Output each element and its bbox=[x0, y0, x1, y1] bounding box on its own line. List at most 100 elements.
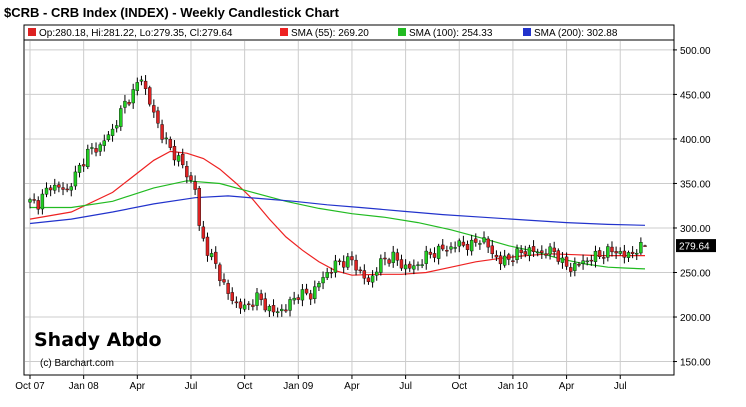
candle-body bbox=[81, 164, 86, 167]
candle-body bbox=[201, 226, 206, 239]
candle-body bbox=[230, 292, 234, 301]
candle-body bbox=[275, 311, 280, 314]
x-tick-label: Apr bbox=[130, 381, 146, 392]
candle-body bbox=[494, 254, 499, 258]
candle-body bbox=[573, 263, 577, 271]
x-tick-label: Jul bbox=[399, 381, 412, 392]
candle-body bbox=[189, 175, 193, 181]
candle-body bbox=[86, 148, 90, 168]
candle-body bbox=[77, 164, 82, 173]
candle-body bbox=[57, 184, 61, 188]
candle-body bbox=[238, 301, 243, 309]
candle-body bbox=[569, 267, 573, 272]
candle-body bbox=[465, 243, 470, 250]
candle-body bbox=[304, 288, 309, 294]
chart-title: $CRB - CRB Index (INDEX) - Weekly Candle… bbox=[4, 5, 339, 20]
candle-body bbox=[420, 264, 424, 266]
candle-body bbox=[65, 188, 69, 191]
candle-body bbox=[284, 309, 288, 312]
candle-body bbox=[507, 254, 511, 260]
y-tick-label: 200.00 bbox=[680, 313, 711, 324]
candle-body bbox=[48, 187, 53, 191]
candle-body bbox=[135, 82, 140, 91]
candle-body bbox=[469, 239, 474, 252]
y-tick-label: 150.00 bbox=[680, 358, 711, 369]
x-tick-label: Oct 07 bbox=[15, 381, 45, 392]
y-tick-label: 250.00 bbox=[680, 268, 711, 279]
author-watermark: Shady Abdo bbox=[34, 329, 162, 351]
candle-body bbox=[317, 283, 321, 288]
candle-body bbox=[28, 199, 32, 203]
candle-body bbox=[482, 237, 486, 243]
candle-body bbox=[259, 293, 263, 300]
candle-body bbox=[441, 244, 445, 250]
legend-ohlc: Op:280.18, Hi:281.22, Lo:279.35, Cl:279.… bbox=[39, 28, 233, 39]
candle-body bbox=[358, 269, 362, 272]
sma-lines bbox=[29, 150, 646, 276]
candle-body bbox=[255, 292, 259, 306]
legend-sma55: SMA (55): 269.20 bbox=[291, 28, 369, 39]
candle-body bbox=[511, 260, 515, 262]
last-value-background bbox=[676, 239, 716, 253]
candle-body bbox=[102, 140, 106, 146]
plot-frame bbox=[23, 24, 675, 376]
x-tick-label: Jan 09 bbox=[283, 381, 313, 392]
candle-body bbox=[416, 264, 420, 266]
candle-body bbox=[308, 293, 313, 300]
candle-body bbox=[593, 250, 598, 262]
sma-200-line bbox=[29, 195, 646, 226]
candle-body bbox=[399, 259, 404, 269]
grid-lines bbox=[25, 41, 673, 374]
candle-body bbox=[98, 144, 102, 152]
candle-body bbox=[379, 258, 383, 273]
candle-body bbox=[630, 251, 635, 254]
candle-body bbox=[251, 304, 255, 307]
candle-body bbox=[218, 264, 222, 281]
candle-body bbox=[329, 272, 334, 274]
candle-body bbox=[205, 236, 210, 256]
candle-body bbox=[408, 263, 412, 269]
candle-body bbox=[544, 253, 548, 256]
candle-body bbox=[350, 256, 354, 261]
candle-body bbox=[90, 147, 94, 149]
candle-body bbox=[94, 148, 98, 153]
candle-body bbox=[333, 260, 338, 273]
candle-body bbox=[181, 153, 185, 166]
candle-body bbox=[53, 184, 57, 191]
candle-body bbox=[527, 247, 532, 256]
candle-body bbox=[123, 100, 127, 108]
candle-body bbox=[337, 260, 342, 263]
candle-body bbox=[164, 137, 168, 140]
candle-body bbox=[614, 251, 618, 254]
candle-body bbox=[127, 102, 131, 105]
candles bbox=[28, 75, 647, 318]
legend-swatch-sma100 bbox=[398, 28, 406, 36]
candle-body bbox=[44, 187, 49, 195]
candle-body bbox=[370, 275, 375, 283]
x-tick-label: Jan 08 bbox=[69, 381, 99, 392]
candle-body bbox=[622, 250, 627, 258]
y-tick-label: 450.00 bbox=[680, 90, 711, 101]
candle-body bbox=[445, 250, 449, 252]
candle-body bbox=[498, 255, 503, 265]
candle-body bbox=[271, 305, 276, 313]
candle-body bbox=[209, 253, 214, 258]
candle-body bbox=[119, 108, 123, 127]
candle-body bbox=[110, 128, 115, 136]
candle-body bbox=[147, 87, 152, 105]
candle-body bbox=[428, 251, 433, 255]
candle-body bbox=[474, 238, 478, 243]
candle-body bbox=[581, 260, 585, 264]
sma-100-line bbox=[30, 180, 646, 270]
candle-body bbox=[535, 251, 540, 254]
candle-body bbox=[242, 304, 247, 310]
candle-body bbox=[461, 241, 466, 246]
candle-body bbox=[519, 249, 523, 253]
candle-body bbox=[131, 89, 135, 104]
candle-body bbox=[502, 255, 507, 266]
legend-swatch-sma200 bbox=[523, 28, 531, 36]
y-tick-label: 500.00 bbox=[680, 46, 711, 57]
candle-body bbox=[152, 105, 156, 113]
candle-body bbox=[32, 199, 36, 201]
candle-body bbox=[395, 252, 400, 261]
